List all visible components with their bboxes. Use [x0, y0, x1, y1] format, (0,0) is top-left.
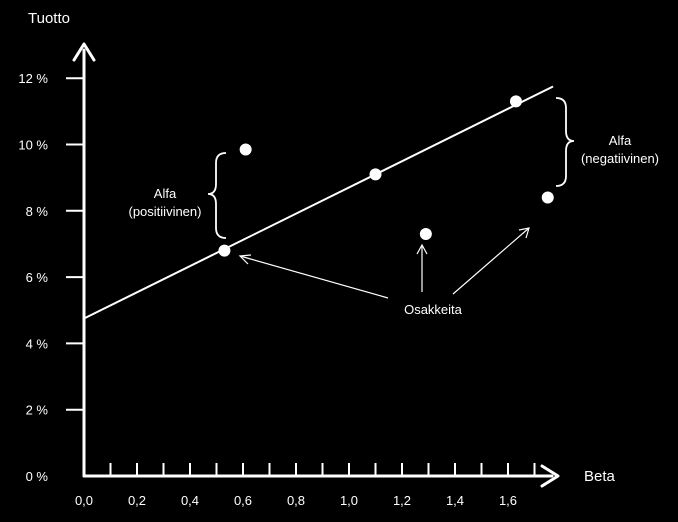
ticks [66, 77, 536, 476]
data-point [419, 228, 432, 241]
data-point [239, 143, 252, 156]
alfa-negative-bracket [555, 97, 575, 187]
y-axis-title: Tuotto [28, 10, 70, 27]
alfa-positive-label: Alfa [154, 186, 177, 201]
y-tick-label: 4 % [26, 336, 49, 351]
stock-arrows [238, 227, 530, 299]
x-axis-arrow [540, 464, 560, 488]
x-tick-label: 1,4 [446, 493, 464, 508]
alfa-positive-bracket [207, 152, 227, 239]
arrow-to-left-point [239, 255, 389, 299]
x-tick-label: 1,0 [340, 493, 358, 508]
y-tick-label: 10 % [18, 138, 48, 153]
x-tick-label: 0,0 [75, 493, 93, 508]
x-tick-label: 0,6 [234, 493, 252, 508]
arrow-head-left [238, 254, 252, 265]
alfa-negative-label: Alfa [609, 133, 632, 148]
y-tick-label: 8 % [26, 204, 49, 219]
data-point [218, 244, 231, 257]
x-tick-label: 0,8 [287, 493, 305, 508]
arrow-head-middle [416, 243, 428, 255]
x-tick-label: 0,2 [128, 493, 146, 508]
y-tick-label: 12 % [18, 71, 48, 86]
y-tick-label: 6 % [26, 270, 49, 285]
data-point [541, 191, 554, 204]
alfa-positive-sublabel: (positiivinen) [129, 204, 202, 219]
y-tick-label: 2 % [26, 403, 49, 418]
arrow-to-right-point [452, 227, 530, 295]
data-point [369, 168, 382, 181]
y-tick-label: 0 % [26, 469, 49, 484]
regression-line [83, 85, 554, 320]
x-tick-label: 0,4 [181, 493, 199, 508]
y-axis-arrow [72, 42, 96, 62]
data-point [509, 95, 522, 108]
alfa-negative-sublabel: (negatiivinen) [581, 151, 659, 166]
data-points [218, 95, 554, 257]
x-tick-label: 1,6 [499, 493, 517, 508]
arrow-head-right [518, 227, 530, 239]
x-tick-label: 1,2 [393, 493, 411, 508]
tick-labels: 0,0 0,2 0,4 0,6 0,8 1,0 1,2 1,4 1,6 0 % 2 % 4 % 6 % 8… [18, 71, 517, 508]
x-axis-title: Beta [584, 468, 616, 485]
stocks-label: Osakkeita [404, 302, 463, 317]
axes [72, 42, 560, 488]
